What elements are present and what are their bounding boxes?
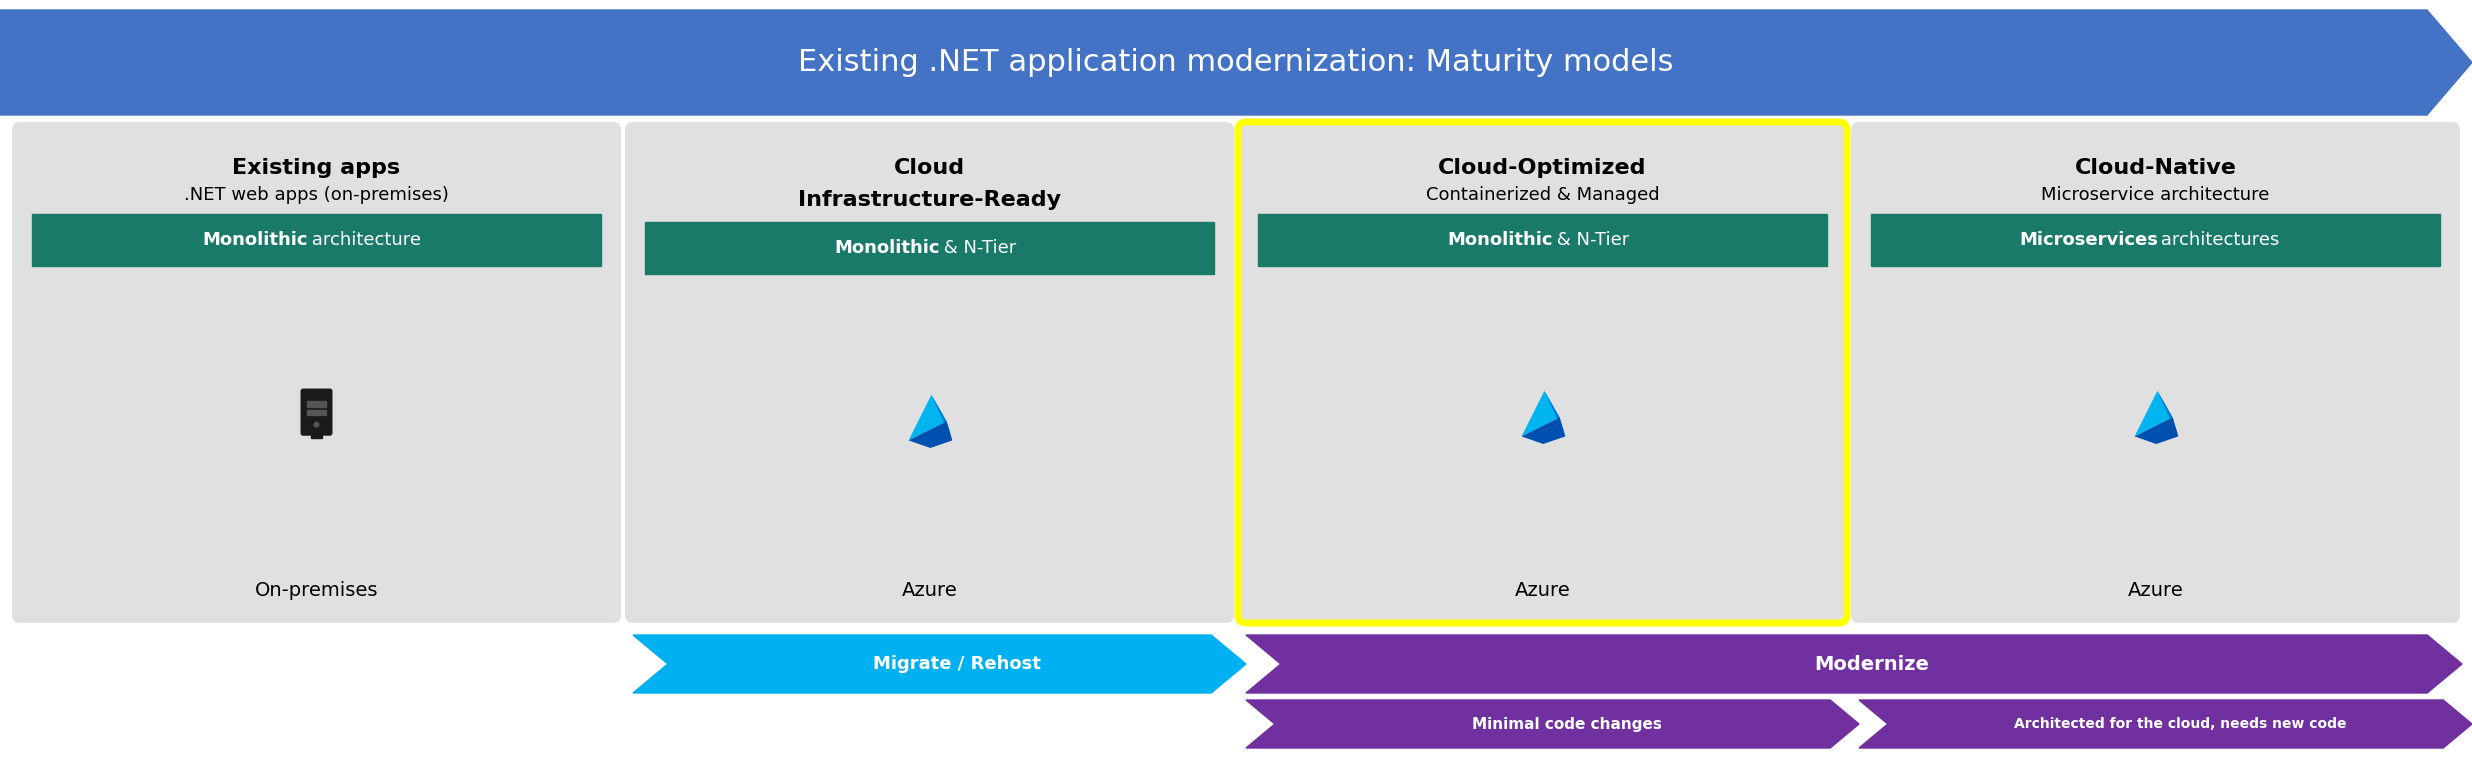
Text: .NET web apps (on-premises): .NET web apps (on-premises)	[183, 186, 450, 204]
Text: Azure: Azure	[2128, 581, 2183, 600]
FancyBboxPatch shape	[302, 389, 331, 435]
Text: Architected for the cloud, needs new code: Architected for the cloud, needs new cod…	[2015, 717, 2346, 731]
Text: & N-Tier: & N-Tier	[1550, 231, 1629, 249]
Text: architecture: architecture	[307, 231, 423, 249]
FancyBboxPatch shape	[32, 214, 601, 266]
Text: Microservice architecture: Microservice architecture	[2042, 186, 2269, 204]
Polygon shape	[1545, 391, 1565, 436]
FancyBboxPatch shape	[307, 401, 326, 407]
Text: architectures: architectures	[2156, 231, 2279, 249]
Text: Monolithic: Monolithic	[203, 231, 307, 249]
Text: Cloud: Cloud	[895, 158, 964, 178]
FancyBboxPatch shape	[625, 122, 1234, 623]
Text: Azure: Azure	[1515, 581, 1570, 600]
Polygon shape	[1859, 700, 2472, 748]
FancyBboxPatch shape	[645, 222, 1214, 274]
Text: Containerized & Managed: Containerized & Managed	[1426, 186, 1659, 204]
Circle shape	[314, 422, 319, 427]
Polygon shape	[633, 635, 1246, 693]
Text: Minimal code changes: Minimal code changes	[1471, 717, 1661, 732]
FancyBboxPatch shape	[12, 122, 620, 623]
Text: & N-Tier: & N-Tier	[937, 239, 1016, 257]
Polygon shape	[0, 10, 2472, 115]
Text: Cloud-Optimized: Cloud-Optimized	[1439, 158, 1646, 178]
FancyBboxPatch shape	[1852, 122, 2460, 623]
Polygon shape	[2158, 391, 2178, 436]
Polygon shape	[910, 421, 952, 448]
Text: Migrate / Rehost: Migrate / Rehost	[873, 655, 1041, 673]
Text: Modernize: Modernize	[1814, 654, 1928, 673]
Polygon shape	[1523, 417, 1565, 444]
Polygon shape	[2136, 391, 2173, 436]
Text: Existing .NET application modernization: Maturity models: Existing .NET application modernization:…	[798, 48, 1674, 77]
Text: Infrastructure-Ready: Infrastructure-Ready	[798, 190, 1060, 210]
Text: Azure: Azure	[902, 581, 957, 600]
Text: Existing apps: Existing apps	[232, 158, 400, 178]
Polygon shape	[932, 395, 952, 441]
Polygon shape	[1246, 700, 1859, 748]
Text: Cloud-Native: Cloud-Native	[2074, 158, 2237, 178]
FancyBboxPatch shape	[1238, 122, 1847, 623]
Polygon shape	[1246, 635, 2462, 693]
FancyBboxPatch shape	[1871, 214, 2440, 266]
Text: Monolithic: Monolithic	[1446, 231, 1552, 249]
Text: Microservices: Microservices	[2020, 231, 2158, 249]
Text: Monolithic: Monolithic	[833, 239, 939, 257]
Polygon shape	[910, 395, 947, 441]
Polygon shape	[2136, 417, 2178, 444]
Polygon shape	[1523, 391, 1560, 436]
FancyBboxPatch shape	[1258, 214, 1827, 266]
Text: On-premises: On-premises	[255, 581, 378, 600]
FancyBboxPatch shape	[307, 410, 326, 416]
FancyBboxPatch shape	[311, 433, 321, 438]
